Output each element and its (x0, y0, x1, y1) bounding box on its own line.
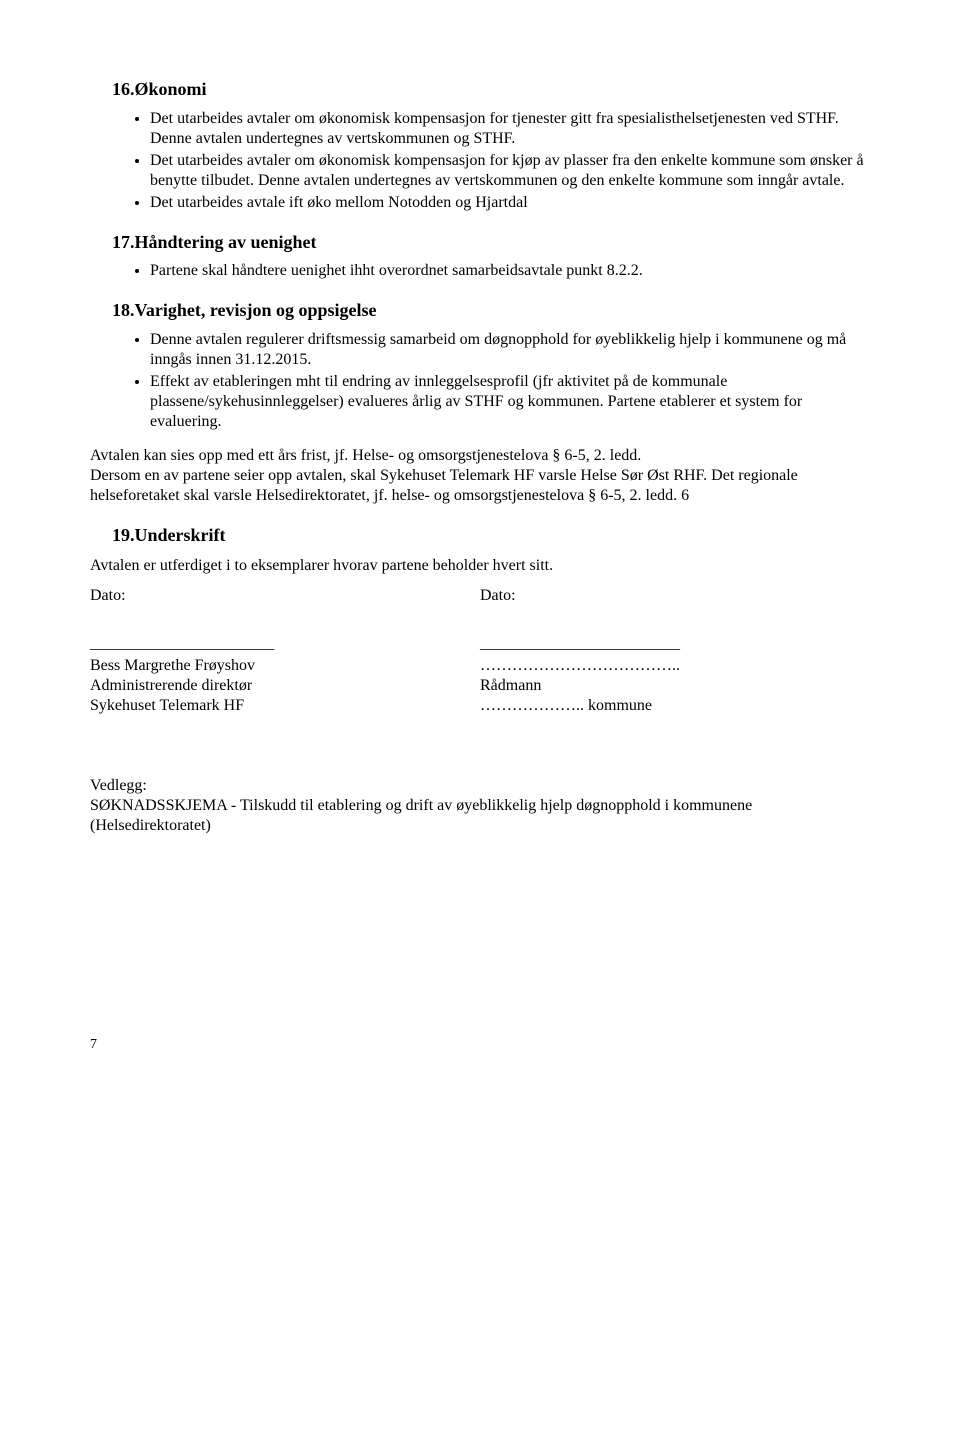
date-left: Dato: (90, 586, 480, 606)
date-row: Dato: Dato: (90, 586, 870, 606)
list-item: Det utarbeides avtale ift øko mellom Not… (150, 193, 870, 213)
heading-19: 19.Underskrift (90, 524, 870, 547)
signature-line-left: _______________________ (90, 634, 480, 654)
signature-row: _______________________ Bess Margrethe F… (90, 612, 870, 716)
signature-right: _________________________ ………………………………..… (480, 612, 870, 716)
list-item: Partene skal håndtere uenighet ihht over… (150, 261, 870, 281)
heading-18: 18.Varighet, revisjon og oppsigelse (90, 299, 870, 322)
signer-name-right: ……………………………….. (480, 656, 870, 676)
signer-title-left: Administrerende direktør (90, 676, 480, 696)
paragraph-18b: Dersom en av partene seier opp avtalen, … (90, 466, 870, 506)
signer-org-left: Sykehuset Telemark HF (90, 696, 480, 716)
paragraph-18a: Avtalen kan sies opp med ett års frist, … (90, 446, 870, 466)
list-item: Denne avtalen regulerer driftsmessig sam… (150, 330, 870, 370)
signer-name-left: Bess Margrethe Frøyshov (90, 656, 480, 676)
signature-left: _______________________ Bess Margrethe F… (90, 612, 480, 716)
signer-title-right: Rådmann (480, 676, 870, 696)
heading-16: 16.Økonomi (90, 78, 870, 101)
list-item: Det utarbeides avtaler om økonomisk komp… (150, 151, 870, 191)
signer-org-right: ……………….. kommune (480, 696, 870, 716)
list-item: Det utarbeides avtaler om økonomisk komp… (150, 109, 870, 149)
list-16: Det utarbeides avtaler om økonomisk komp… (90, 109, 870, 213)
vedlegg-text: SØKNADSSKJEMA - Tilskudd til etablering … (90, 796, 870, 836)
paragraph-19-intro: Avtalen er utferdiget i to eksemplarer h… (90, 556, 870, 576)
list-18: Denne avtalen regulerer driftsmessig sam… (90, 330, 870, 432)
heading-17: 17.Håndtering av uenighet (90, 231, 870, 254)
date-right: Dato: (480, 586, 870, 606)
signature-line-right: _________________________ (480, 634, 870, 654)
list-17: Partene skal håndtere uenighet ihht over… (90, 261, 870, 281)
vedlegg-label: Vedlegg: (90, 776, 870, 796)
page-number: 7 (90, 1036, 870, 1054)
list-item: Effekt av etableringen mht til endring a… (150, 372, 870, 432)
